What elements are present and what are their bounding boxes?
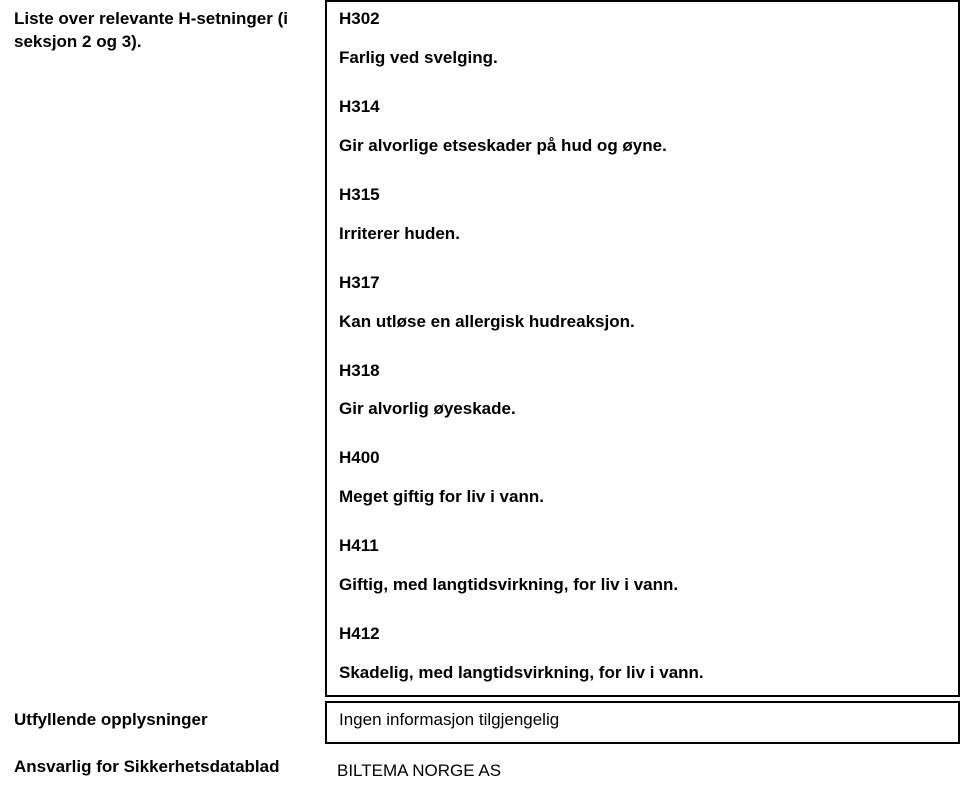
- h-text: Irriterer huden.: [339, 223, 946, 246]
- h-code: H412: [339, 623, 946, 646]
- statement-h314: H314 Gir alvorlige etseskader på hud og …: [339, 96, 946, 158]
- h-text: Kan utløse en allergisk hudreaksjon.: [339, 311, 946, 334]
- h-code: H318: [339, 360, 946, 383]
- h-text: Gir alvorlig øyeskade.: [339, 398, 946, 421]
- statement-h400: H400 Meget giftig for liv i vann.: [339, 447, 946, 509]
- statement-h318: H318 Gir alvorlig øyeskade.: [339, 360, 946, 422]
- row-h-statements: Liste over relevante H-setninger (i seks…: [0, 0, 960, 697]
- h-text: Giftig, med langtidsvirkning, for liv i …: [339, 574, 946, 597]
- label-responsible: Ansvarlig for Sikkerhetsdatablad: [0, 748, 325, 793]
- h-code: H314: [339, 96, 946, 119]
- label-h-statements: Liste over relevante H-setninger (i seks…: [0, 0, 325, 697]
- h-code: H411: [339, 535, 946, 558]
- h-text: Skadelig, med langtidsvirkning, for liv …: [339, 662, 946, 685]
- statement-h302: H302 Farlig ved svelging.: [339, 8, 946, 70]
- h-text: Gir alvorlige etseskader på hud og øyne.: [339, 135, 946, 158]
- statement-h412: H412 Skadelig, med langtidsvirkning, for…: [339, 623, 946, 685]
- statement-h411: H411 Giftig, med langtidsvirkning, for l…: [339, 535, 946, 597]
- h-text: Meget giftig for liv i vann.: [339, 486, 946, 509]
- h-code: H302: [339, 8, 946, 31]
- value-responsible: BILTEMA NORGE AS: [325, 748, 960, 793]
- label-additional: Utfyllende opplysninger: [0, 701, 325, 744]
- page: Liste over relevante H-setninger (i seks…: [0, 0, 960, 793]
- row-additional: Utfyllende opplysninger Ingen informasjo…: [0, 701, 960, 744]
- h-code: H315: [339, 184, 946, 207]
- value-h-statements: H302 Farlig ved svelging. H314 Gir alvor…: [325, 0, 960, 697]
- h-code: H400: [339, 447, 946, 470]
- value-additional: Ingen informasjon tilgjengelig: [325, 701, 960, 744]
- h-code: H317: [339, 272, 946, 295]
- statement-h315: H315 Irriterer huden.: [339, 184, 946, 246]
- row-responsible: Ansvarlig for Sikkerhetsdatablad BILTEMA…: [0, 748, 960, 793]
- statement-h317: H317 Kan utløse en allergisk hudreaksjon…: [339, 272, 946, 334]
- h-text: Farlig ved svelging.: [339, 47, 946, 70]
